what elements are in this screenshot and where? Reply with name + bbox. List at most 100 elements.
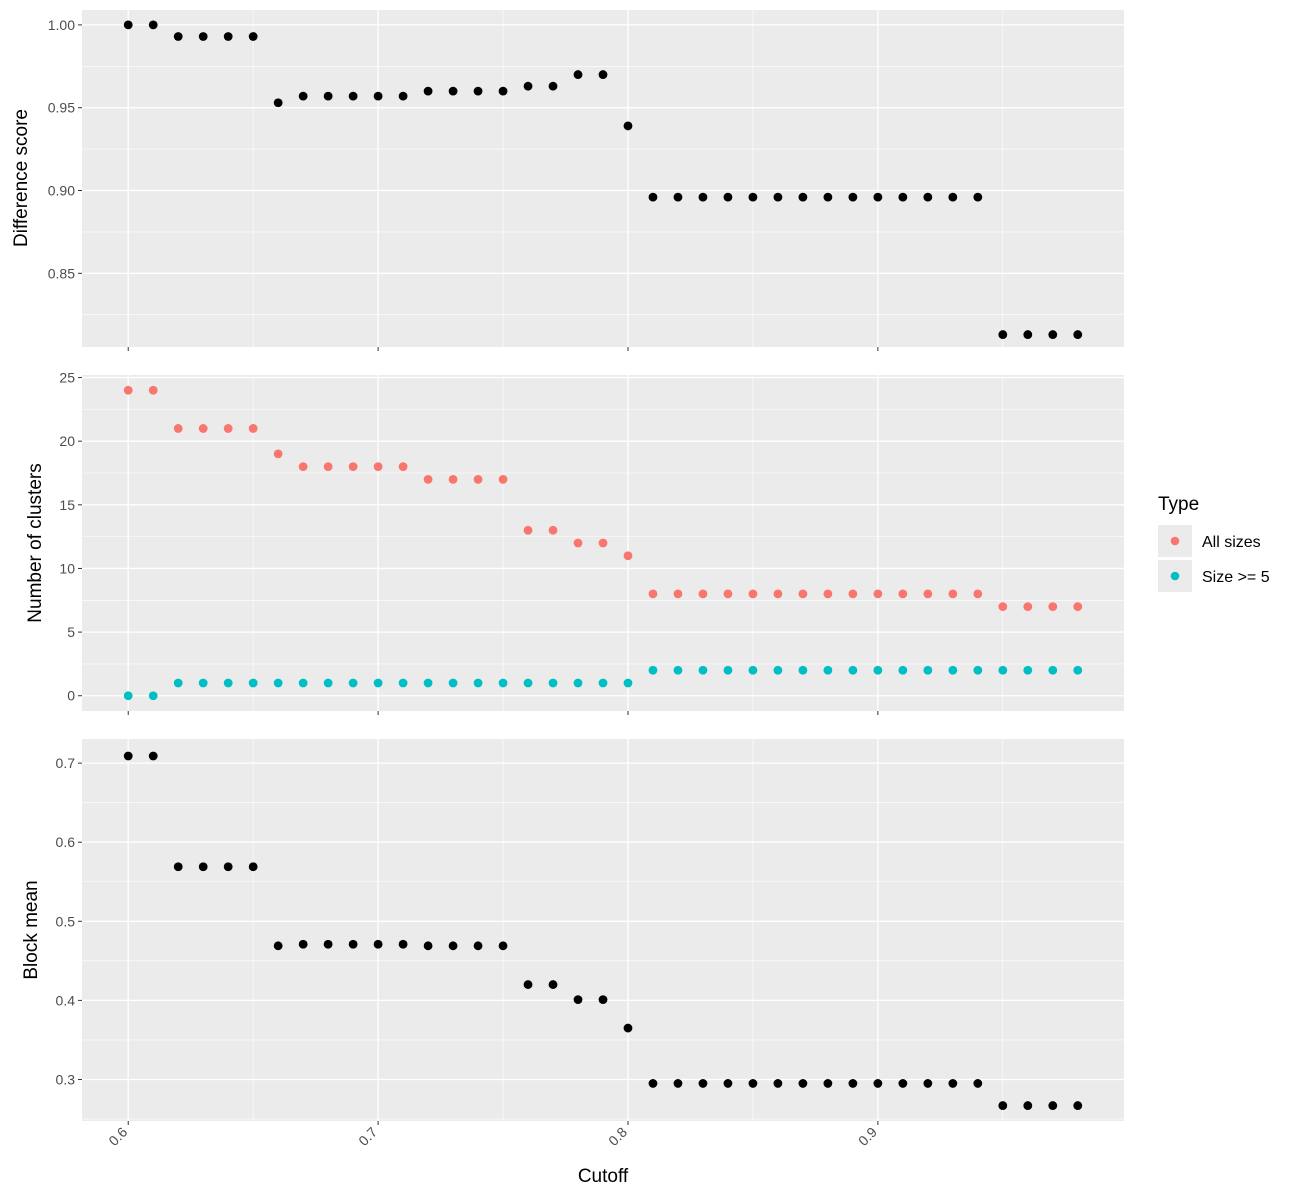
y-tick-label: 0.95: [48, 100, 75, 116]
data-point: [198, 424, 208, 433]
data-point: [673, 589, 683, 599]
data-point: [148, 20, 158, 30]
data-point: [898, 1079, 908, 1088]
data-point: [698, 1079, 708, 1088]
data-point: [598, 678, 608, 688]
data-point: [373, 91, 383, 101]
data-point: [648, 665, 658, 675]
data-point: [173, 424, 183, 433]
data-point: [923, 192, 933, 202]
data-point: [1048, 330, 1058, 339]
data-point: [648, 192, 658, 202]
data-point: [173, 32, 183, 41]
data-point: [298, 939, 308, 949]
data-point: [798, 192, 808, 202]
data-point: [898, 589, 908, 599]
data-point: [848, 589, 858, 599]
data-point: [298, 678, 308, 688]
data-point: [398, 939, 408, 949]
data-point: [223, 862, 233, 872]
data-point: [723, 1079, 733, 1088]
data-point: [698, 589, 708, 599]
data-point: [573, 70, 583, 79]
data-point: [848, 192, 858, 202]
data-point: [873, 1079, 883, 1088]
data-point: [648, 1079, 658, 1088]
data-point: [923, 665, 933, 675]
data-point: [523, 525, 533, 535]
data-point: [823, 589, 833, 599]
data-point: [448, 474, 458, 484]
data-point: [998, 665, 1008, 675]
data-point: [1023, 665, 1033, 675]
y-tick-label: 0.6: [56, 834, 76, 850]
data-point: [448, 941, 458, 951]
data-point: [623, 678, 633, 688]
y-tick-label: 0: [67, 688, 75, 704]
data-point: [173, 862, 183, 872]
data-point: [523, 81, 533, 91]
y-axis-title-block-mean: Block mean: [21, 880, 42, 979]
data-point: [123, 385, 133, 395]
data-point: [998, 1101, 1008, 1110]
data-point: [373, 939, 383, 949]
data-point: [1073, 1101, 1083, 1110]
data-point: [673, 1079, 683, 1088]
data-point: [1048, 602, 1058, 612]
legend-key-all-sizes: [1170, 536, 1180, 546]
data-point: [498, 941, 508, 951]
data-point: [398, 91, 408, 101]
data-point: [723, 665, 733, 675]
data-point: [448, 86, 458, 96]
data-point: [123, 20, 133, 30]
y-axis-title-number-of-clusters: Number of clusters: [25, 463, 46, 622]
data-point: [873, 192, 883, 202]
data-point: [548, 678, 558, 688]
data-point: [273, 98, 283, 108]
data-point: [998, 602, 1008, 612]
data-point: [1073, 330, 1083, 339]
data-point: [448, 678, 458, 688]
data-point: [948, 665, 958, 675]
y-tick-label: 0.3: [56, 1071, 76, 1087]
data-point: [673, 192, 683, 202]
data-point: [473, 678, 483, 688]
data-point: [573, 995, 583, 1004]
data-point: [973, 589, 983, 599]
data-point: [798, 1079, 808, 1088]
data-point: [873, 589, 883, 599]
y-tick-label: 0.85: [48, 265, 75, 281]
data-point: [573, 538, 583, 548]
y-tick-label: 25: [59, 370, 75, 386]
data-point: [823, 665, 833, 675]
data-point: [573, 678, 583, 688]
data-point: [823, 1079, 833, 1088]
panel-number-of-clusters: 0 5 10 15 20 25: [59, 370, 1124, 715]
data-point: [948, 1079, 958, 1088]
data-point: [248, 678, 258, 688]
data-point: [898, 192, 908, 202]
panel-background: [82, 739, 1124, 1121]
panel-difference-score: 0.85 0.90 0.95 1.00: [48, 10, 1124, 351]
data-point: [923, 1079, 933, 1088]
data-point: [848, 1079, 858, 1088]
legend: Type All sizes Size >= 5: [1158, 494, 1270, 592]
data-point: [973, 192, 983, 202]
data-point: [348, 91, 358, 101]
y-tick-label: 15: [59, 497, 75, 513]
data-point: [748, 192, 758, 202]
data-point: [248, 862, 258, 872]
y-tick-label: 1.00: [48, 17, 75, 33]
y-tick-label: 20: [59, 433, 75, 449]
data-point: [598, 538, 608, 548]
data-point: [548, 525, 558, 535]
data-point: [1023, 1101, 1033, 1110]
data-point: [723, 589, 733, 599]
data-point: [548, 980, 558, 989]
data-point: [123, 751, 133, 761]
data-point: [298, 91, 308, 101]
data-point: [1073, 602, 1083, 612]
y-tick-label: 0.7: [56, 755, 76, 771]
y-tick-label: 0.5: [56, 913, 76, 929]
